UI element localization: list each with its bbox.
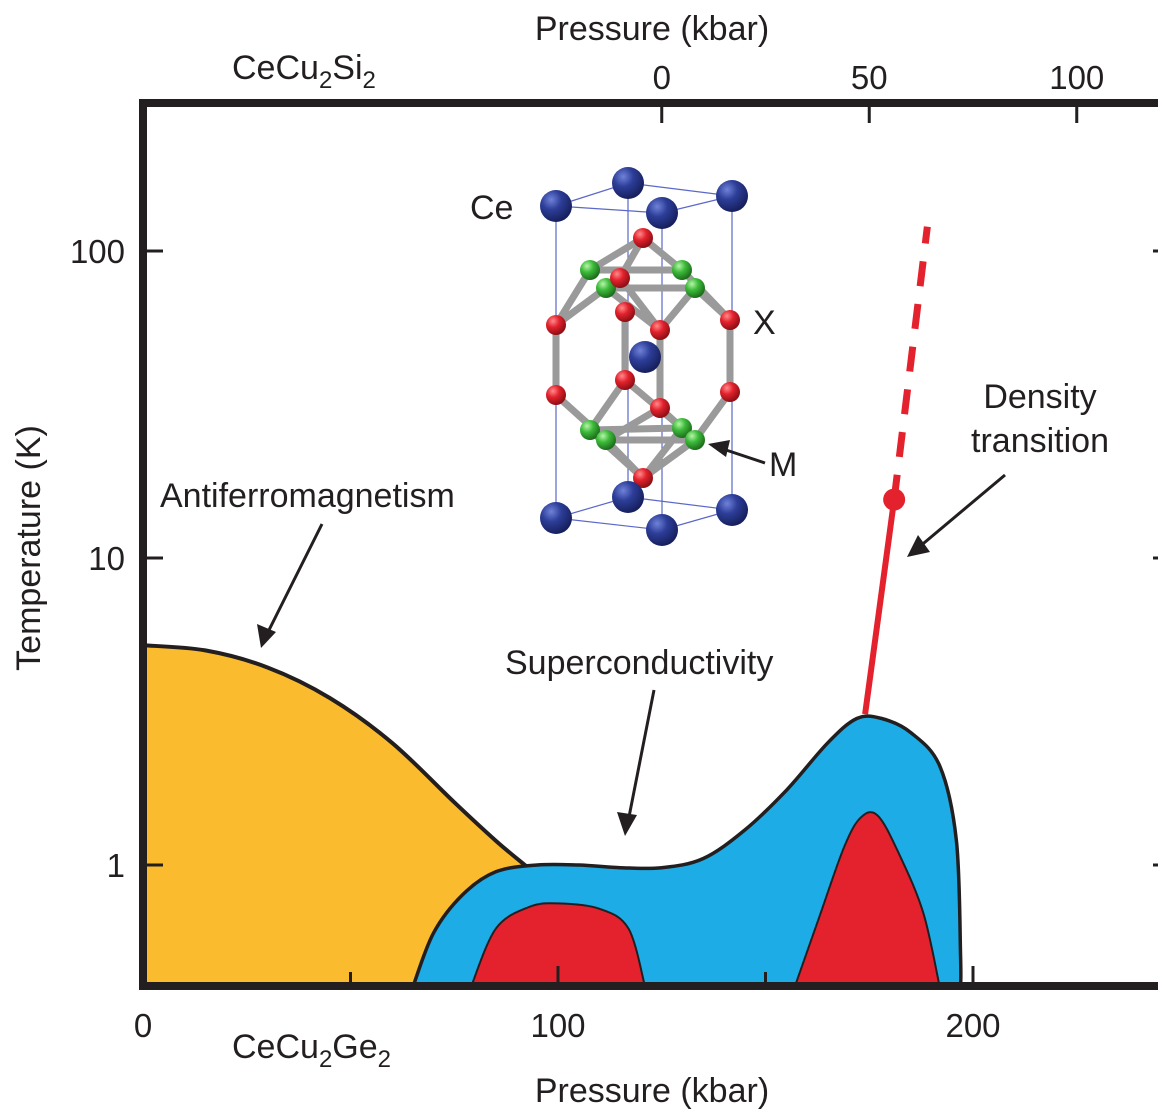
atom-Ce <box>629 341 661 373</box>
plot-frame <box>139 99 1158 990</box>
atom-M <box>672 260 692 280</box>
atom-X <box>546 315 566 335</box>
atom-X <box>633 228 653 248</box>
y-axis-title: Temperature (K) <box>10 425 48 671</box>
atom-X <box>615 370 635 390</box>
x-tick-label: 200 <box>945 1007 1000 1044</box>
atom-M <box>596 430 616 450</box>
crystal-atoms-X <box>546 228 740 488</box>
y-tick-label: 100 <box>70 233 125 270</box>
density-transition-line <box>862 226 931 715</box>
crystal-structure-inset: Ce X M <box>470 167 797 546</box>
atom-Ce <box>540 502 572 534</box>
atom-M <box>685 278 705 298</box>
atom-M <box>685 430 705 450</box>
annotations: Antiferromagnetism Superconductivity Den… <box>160 378 1109 836</box>
atom-M <box>672 418 692 438</box>
atom-X <box>633 468 653 488</box>
x-axis-title: Pressure (kbar) <box>535 1072 769 1110</box>
x2-tick-label: 50 <box>851 59 888 96</box>
superconductivity-core-2 <box>793 811 941 986</box>
transition-label: transition <box>971 422 1109 460</box>
atom-X <box>650 398 670 418</box>
atom-M <box>580 420 600 440</box>
x-tick-label: 100 <box>530 1007 585 1044</box>
atom-Ce <box>646 197 678 229</box>
phase-regions <box>143 643 963 986</box>
atom-Ce <box>612 167 644 199</box>
x2-tick-label: 0 <box>653 59 671 96</box>
critical-point <box>883 488 906 511</box>
inset-label-X: X <box>753 304 776 342</box>
y-tick-label: 1 <box>107 847 125 884</box>
atom-Ce <box>540 190 572 222</box>
inset-M-arrowhead <box>708 440 730 457</box>
x2-tick-label: 100 <box>1049 59 1104 96</box>
density-transition-dashed <box>890 226 931 500</box>
crystal-bonds <box>552 234 734 482</box>
superconductivity-label: Superconductivity <box>505 644 773 682</box>
atom-X <box>615 302 635 322</box>
superconductivity-arrowhead <box>617 812 637 836</box>
superconductivity-core-1 <box>470 902 646 986</box>
atom-X <box>720 310 740 330</box>
x2-axis-title: Pressure (kbar) <box>535 10 769 48</box>
density-transition-solid <box>862 499 898 715</box>
atom-X <box>546 385 566 405</box>
superconductivity-arrow <box>626 689 656 823</box>
density-arrowhead <box>907 535 930 557</box>
inset-label-M: M <box>769 446 797 484</box>
antiferromagnetism-arrowhead <box>257 624 276 648</box>
antiferromagnetism-arrow <box>264 523 324 637</box>
compound-label-bottom: CeCu2Ge2 <box>232 1028 391 1073</box>
antiferromagnetism-label: Antiferromagnetism <box>160 477 455 515</box>
atom-Ce <box>716 180 748 212</box>
atom-X <box>720 382 740 402</box>
atom-X <box>650 320 670 340</box>
atom-X <box>610 268 630 288</box>
atom-Ce <box>716 494 748 526</box>
density-label: Density <box>983 378 1096 416</box>
x-tick-label: 0 <box>134 1007 152 1044</box>
density-arrow <box>917 473 1006 550</box>
crystal-atoms-M <box>580 260 705 450</box>
atom-Ce <box>646 514 678 546</box>
inset-label-Ce: Ce <box>470 189 513 227</box>
y-tick-label: 10 <box>88 540 125 577</box>
atom-M <box>596 278 616 298</box>
atom-Ce <box>612 481 644 513</box>
crystal-atoms-Ce <box>540 167 748 546</box>
axis-ticks: 0 100 200 0 50 100 1 10 100 <box>70 59 1158 1044</box>
atom-M <box>580 260 600 280</box>
compound-label-top: CeCu2Si2 <box>232 49 376 94</box>
